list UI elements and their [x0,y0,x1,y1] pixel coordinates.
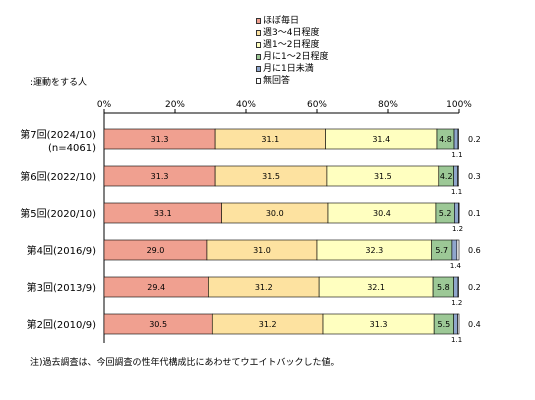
data-label: 31.2 [259,320,277,329]
legend-swatch [256,54,261,60]
category-label: 第2回(2010/9) [27,318,96,331]
chart-footnote: 注)過去調査は、今回調査の性年代構成比にあわせてウエイトバックした値。 [30,358,340,368]
legend-label: 月に1～2日程度 [263,52,329,62]
chart-legend: ほぼ毎日週3～4日程度 週1～2日程度 月に1～2日程度 月に1日未満 無回答 [256,15,328,87]
data-label: 32.1 [367,283,385,292]
data-label: 31.2 [255,283,273,292]
data-label: 29.0 [147,246,165,255]
legend-swatch [256,78,261,84]
legend-label: 週1～2日程度 [263,40,320,50]
legend-item: 月に1～2日程度 [256,51,328,63]
legend-item: 週3～4日程度 [256,27,328,39]
bar-segment [453,165,458,187]
bar-segment [453,128,459,150]
data-label: 0.2 [468,283,481,292]
x-tick-label: 20% [165,100,185,110]
category-label: 第7回(2024/10) [20,128,96,141]
data-label: 0.4 [468,320,481,329]
data-label: 0.3 [468,172,481,181]
legend-item: ほぼ毎日 [256,15,328,27]
x-tick-label: 80% [378,100,398,110]
bar-segment [456,239,460,261]
data-label: 1.1 [451,151,462,159]
data-label: 30.0 [266,209,284,218]
data-label: 5.5 [438,320,451,329]
data-label: 1.1 [451,336,462,344]
data-label: 0.2 [468,135,481,144]
bar-segment [453,313,458,335]
data-label: 31.5 [374,172,392,181]
legend-swatch [256,30,261,36]
legend-label: 無回答 [263,76,291,86]
bar-segment [457,165,459,187]
bar-segment [457,128,459,150]
bar-segment [457,313,460,335]
bar-segment [457,276,459,298]
data-label: 1.2 [452,225,463,233]
bar-segment [453,276,459,298]
bar-segment [451,239,458,261]
data-label: 30.4 [373,209,391,218]
category-label: 第4回(2016/9) [27,244,96,257]
data-label: 5.2 [439,209,452,218]
data-label: 31.5 [262,172,280,181]
x-tick-label: 100% [446,100,472,110]
legend-item: 月に1日未満 [256,63,328,75]
legend-swatch [256,18,261,24]
data-label: 31.3 [370,320,388,329]
x-tick-label: 0% [97,100,112,110]
category-label: 第5回(2020/10) [20,207,96,220]
legend-label: 月に1日未満 [263,64,314,74]
data-label: 31.3 [151,172,169,181]
legend-item: 無回答 [256,75,328,87]
data-label: 4.2 [440,172,453,181]
legend-swatch [256,42,261,48]
data-label: 0.6 [468,246,481,255]
legend-label: ほぼ毎日 [263,16,300,26]
data-label: 31.3 [151,135,169,144]
data-label: 1.2 [451,299,462,307]
chart-subtitle: :運動をする人 [30,78,88,88]
data-label: 30.5 [149,320,167,329]
data-label: 1.4 [450,262,462,270]
legend-item: 週1～2日程度 [256,39,328,51]
data-label: 1.1 [451,188,462,196]
data-label: 32.3 [365,246,383,255]
legend-swatch [256,66,261,72]
x-tick-label: 40% [236,100,256,110]
data-label: 4.8 [439,135,452,144]
category-sublabel: (n=4061) [48,143,96,154]
data-label: 33.1 [154,209,172,218]
data-label: 31.4 [372,135,390,144]
x-tick-label: 60% [307,100,327,110]
data-label: 29.4 [147,283,165,292]
bar-segment [458,202,460,224]
data-label: 31.1 [261,135,279,144]
data-label: 5.8 [437,283,450,292]
category-label: 第3回(2013/9) [27,281,96,294]
category-label: 第6回(2022/10) [20,170,96,183]
legend-label: 週3～4日程度 [263,28,320,38]
data-label: 31.0 [253,246,271,255]
bar-segment [454,202,459,224]
data-label: 5.7 [435,246,448,255]
data-label: 0.1 [468,209,481,218]
